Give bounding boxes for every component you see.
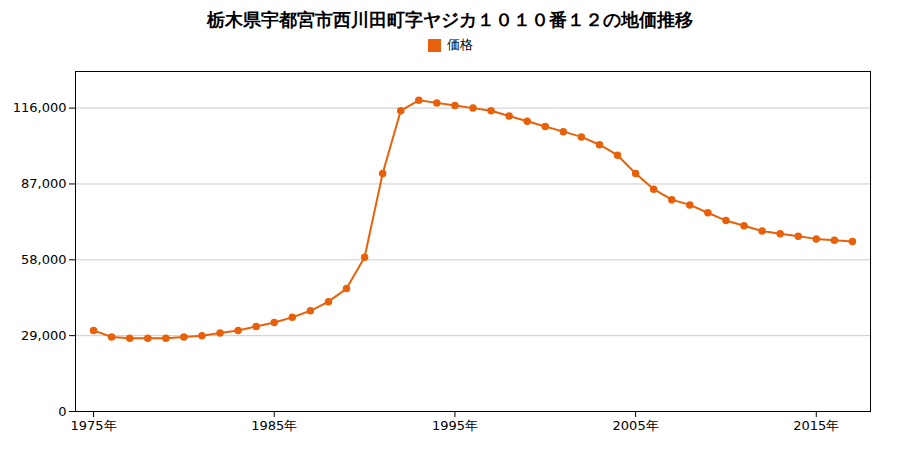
svg-text:116,000: 116,000	[13, 100, 67, 115]
svg-text:87,000: 87,000	[21, 176, 67, 191]
svg-text:58,000: 58,000	[21, 252, 67, 267]
svg-text:1985年: 1985年	[251, 418, 297, 433]
html-text:価格: 価格	[446, 37, 473, 52]
html-text:栃木県宇都宮市西川田町字ヤジカ１０１０番１２の地価推移: 栃木県宇都宮市西川田町字ヤジカ１０１０番１２の地価推移	[207, 9, 693, 30]
svg-text:29,000: 29,000	[21, 328, 67, 343]
svg-text:2005年: 2005年	[613, 418, 659, 433]
svg-text:1975年: 1975年	[71, 418, 117, 433]
svg-text:0: 0	[58, 404, 66, 419]
svg-text:1995年: 1995年	[432, 418, 478, 433]
svg-text:2015年: 2015年	[793, 418, 839, 433]
